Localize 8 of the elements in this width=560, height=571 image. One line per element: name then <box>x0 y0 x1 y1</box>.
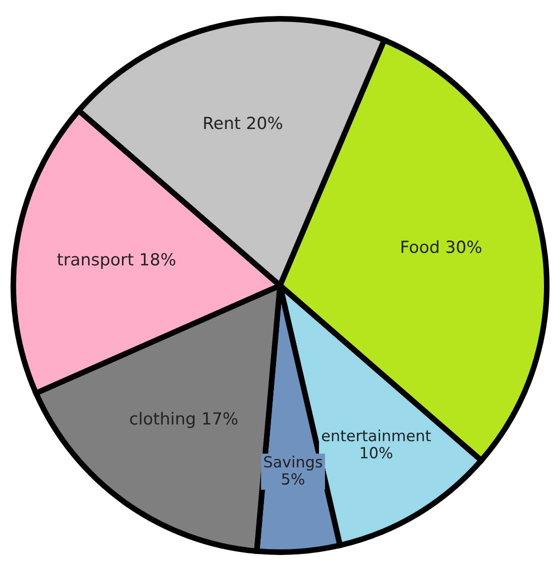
slice-label: clothing 17% <box>130 412 238 428</box>
slice-label: Rent 20% <box>204 116 282 130</box>
slice-label: Savings <box>264 456 322 471</box>
data-label: 5% <box>282 473 304 485</box>
slice-label: transport 18% <box>57 253 176 269</box>
slice-label: entertainment <box>322 430 431 442</box>
slice-label: Food 30% <box>402 240 482 254</box>
data-label: 10% <box>360 446 392 458</box>
